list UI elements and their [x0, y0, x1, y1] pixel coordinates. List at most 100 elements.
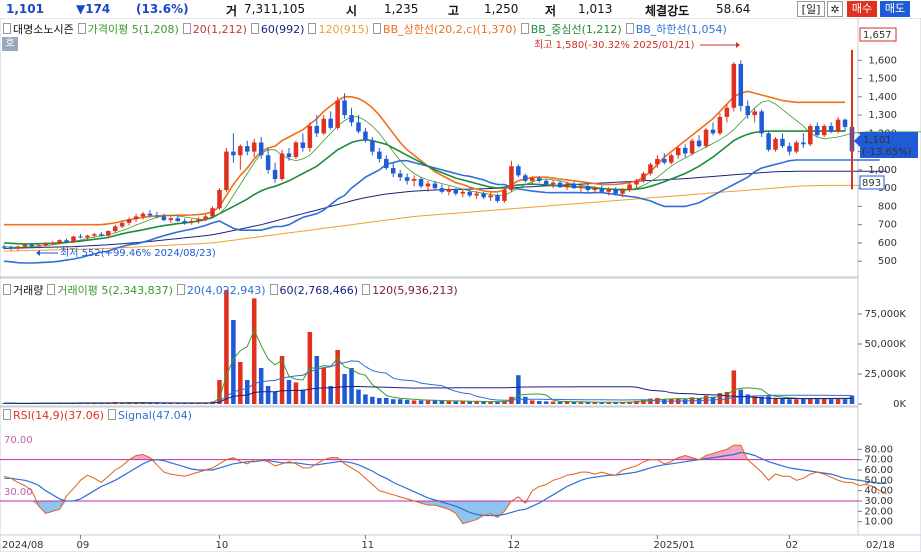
price-ytick-label: 1,300 — [868, 110, 897, 121]
buy-button[interactable]: 매수 — [847, 1, 877, 17]
candle-body — [363, 131, 368, 141]
ho-tag[interactable]: 호 — [2, 37, 18, 51]
candle-body — [502, 189, 507, 201]
candle-body — [543, 180, 549, 185]
gear-icon[interactable]: ✲ — [827, 1, 843, 17]
price-panel — [0, 18, 859, 278]
x-axis-label: 09 — [76, 540, 89, 551]
checkbox-icon[interactable] — [269, 284, 278, 295]
volume-bar — [245, 380, 250, 404]
volume-bar — [411, 400, 417, 404]
candle-body — [648, 164, 653, 174]
period-button[interactable]: [일] — [797, 1, 825, 17]
checkbox-icon[interactable] — [77, 23, 86, 34]
candle-body — [251, 142, 257, 152]
price-legend-item[interactable]: BB_중심선(1,212) — [520, 23, 624, 36]
volume-legend-item[interactable]: 120(5,936,213) — [362, 284, 460, 297]
volume-bar — [808, 398, 813, 404]
volume-bar — [550, 401, 556, 404]
price-legend-item[interactable]: 대명소노시즌 — [3, 23, 76, 36]
candle-body — [481, 193, 486, 198]
volume-bar — [773, 398, 778, 404]
volume-legend-item[interactable]: 20(4,022,943) — [176, 284, 268, 297]
checkbox-icon[interactable] — [625, 23, 634, 34]
volume-bar — [418, 400, 424, 404]
volume-bar — [828, 399, 834, 404]
ma120-line — [3, 184, 887, 252]
x-axis-area — [0, 534, 921, 552]
candle-body — [453, 189, 459, 194]
volume-bar — [585, 402, 591, 404]
volume-legend-text: 거래량 — [13, 284, 44, 297]
checkbox-icon[interactable] — [108, 409, 117, 420]
volume-bar — [717, 393, 723, 404]
checkbox-icon[interactable] — [3, 409, 11, 420]
checkbox-icon[interactable] — [362, 284, 371, 295]
price-change-pct: (13.6%) — [136, 2, 189, 16]
candle-body — [745, 105, 750, 116]
volume-bar — [634, 401, 639, 404]
checkbox-icon[interactable] — [308, 23, 317, 34]
rsi-legend-item[interactable]: Signal(47.04) — [108, 409, 194, 422]
checkbox-icon[interactable] — [176, 284, 185, 295]
candle-body — [780, 138, 785, 147]
sell-button[interactable]: 매도 — [880, 1, 910, 17]
price-legend-item[interactable]: 20(1,212) — [182, 23, 249, 36]
rsi-legend-item[interactable]: RSI(14,9)(37.06) — [3, 409, 106, 422]
high-value: 1,250 — [484, 2, 519, 16]
price-legend-text: BB_중심선(1,212) — [530, 23, 622, 36]
volume-bar — [453, 401, 459, 404]
price-legend-text: BB_하한선(1,054) — [635, 23, 727, 36]
volume-bar — [161, 403, 167, 404]
candle-body — [397, 173, 403, 178]
current-price: 1,101 — [6, 2, 44, 16]
checkbox-icon[interactable] — [373, 23, 382, 34]
candle-body — [752, 111, 757, 116]
volume-bar — [835, 398, 841, 404]
price-legend-item[interactable]: 120(915) — [308, 23, 371, 36]
volume-legend: 거래량 거래이평 5(2,343,837) 20(4,022,943) 60(2,76… — [3, 282, 462, 298]
checkbox-icon[interactable] — [520, 23, 529, 34]
candle-body — [717, 116, 723, 134]
candle-body — [196, 219, 201, 222]
volume-bar — [224, 290, 229, 404]
volume-bar — [425, 400, 431, 404]
strength-value: 58.64 — [716, 2, 751, 16]
volume-bar — [842, 399, 848, 404]
volume-bar — [279, 356, 285, 404]
price-change: ▼174 — [76, 2, 111, 16]
candle-body — [189, 221, 194, 223]
checkbox-icon[interactable] — [3, 23, 11, 34]
volume-value: 7,311,105 — [244, 2, 306, 16]
price-legend-item[interactable]: BB_상한선(20,2,c)(1,370) — [373, 23, 519, 36]
volume-bar — [648, 398, 653, 404]
candle-body — [238, 146, 243, 156]
price-legend-item[interactable]: 가격이평 5(1,208) — [77, 23, 181, 36]
checkbox-icon[interactable] — [3, 284, 11, 295]
candle-body — [307, 126, 313, 148]
low-label: 저 — [545, 4, 557, 18]
checkbox-icon[interactable] — [47, 284, 56, 295]
volume-legend-item[interactable]: 거래량 — [3, 284, 45, 297]
rsi-ytick-label: 80.00 — [864, 444, 893, 455]
volume-legend-text: 20(4,022,943) — [186, 284, 266, 297]
checkbox-icon[interactable] — [182, 23, 191, 34]
candle-body — [488, 195, 493, 198]
price-legend-item[interactable]: BB_하한선(1,054) — [625, 23, 729, 36]
rsi-ytick-label: 50.00 — [864, 475, 893, 486]
candle-body — [22, 244, 28, 247]
volume-legend-item[interactable]: 거래이평 5(2,343,837) — [47, 284, 175, 297]
candle-body — [85, 235, 90, 238]
rsi-legend-text: Signal(47.04) — [118, 409, 192, 422]
candle-body — [224, 151, 229, 190]
volume-bar — [231, 320, 236, 404]
volume-bar — [613, 402, 618, 404]
volume-bar — [794, 399, 799, 404]
ma60-line — [3, 170, 887, 249]
checkbox-icon[interactable] — [250, 23, 259, 34]
volume-bar — [175, 403, 181, 404]
candle-body — [759, 111, 764, 134]
price-legend-item[interactable]: 60(992) — [250, 23, 307, 36]
price-legend-text: 60(992) — [260, 23, 305, 36]
volume-legend-item[interactable]: 60(2,768,466) — [269, 284, 361, 297]
